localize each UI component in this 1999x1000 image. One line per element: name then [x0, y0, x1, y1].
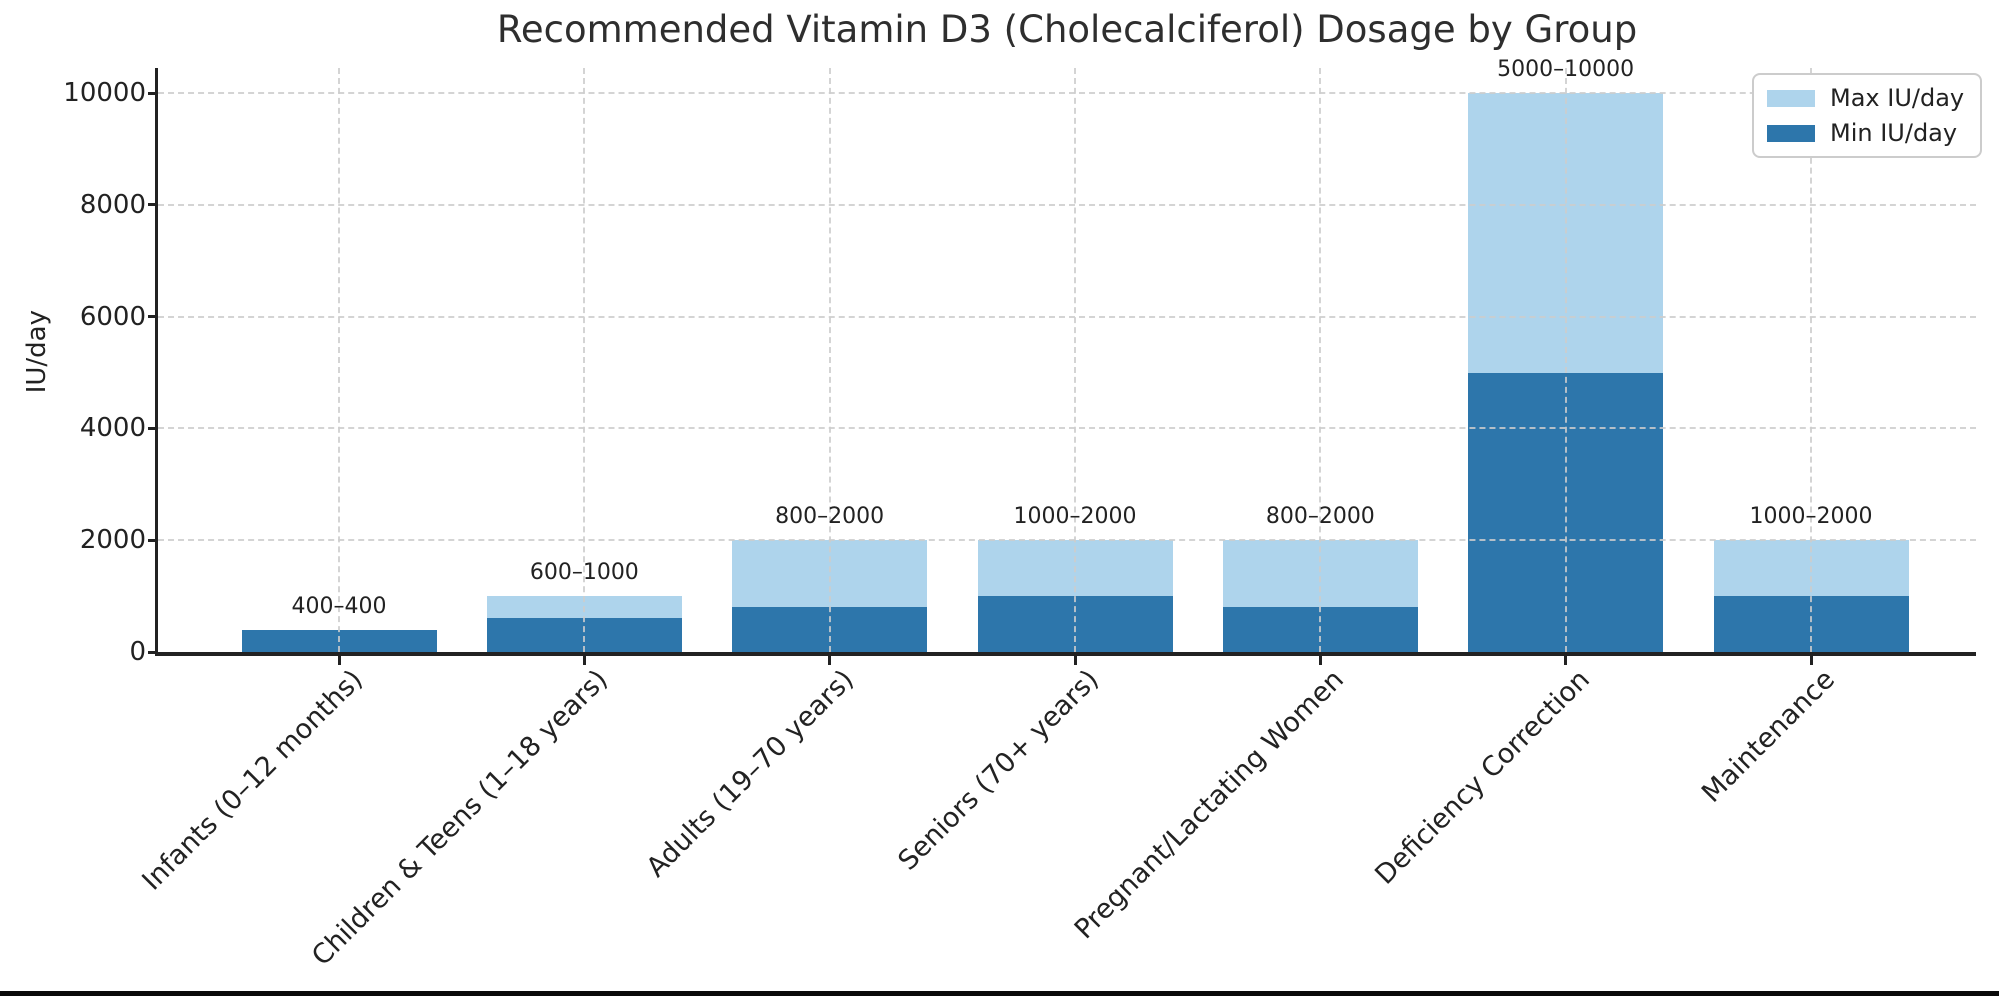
v-gridline — [583, 68, 586, 652]
bar-value-label: 1000–2000 — [1749, 504, 1873, 530]
h-gridline — [158, 427, 1976, 430]
h-gridline — [158, 315, 1976, 318]
bar-value-label: 1000–2000 — [1013, 504, 1137, 530]
y-tick-mark — [148, 203, 158, 207]
v-gridline — [1074, 68, 1076, 652]
y-tick-mark — [148, 650, 158, 654]
x-axis-spine — [155, 652, 1976, 656]
y-tick-label: 6000 — [79, 301, 146, 332]
x-tick-mark — [1073, 655, 1077, 665]
y-tick-label: 8000 — [79, 189, 146, 220]
y-tick-label: 10000 — [63, 78, 146, 108]
v-gridline — [338, 68, 340, 652]
y-tick-mark — [148, 426, 158, 430]
y-tick-label: 4000 — [79, 413, 146, 444]
y-axis-spine — [155, 68, 158, 655]
x-tick-mark — [1809, 655, 1813, 665]
x-tick-mark — [828, 655, 832, 665]
y-tick-label: 2000 — [79, 525, 146, 556]
legend-row: Min IU/day — [1767, 119, 1964, 147]
v-gridline — [828, 68, 831, 652]
bar-value-label: 5000–10000 — [1497, 57, 1635, 82]
h-gridline — [158, 92, 1976, 94]
x-tick-mark — [582, 655, 586, 665]
x-tick-mark — [337, 655, 341, 665]
legend-swatch-icon — [1767, 124, 1815, 142]
x-tick-mark — [1564, 655, 1568, 665]
y-tick-mark — [148, 538, 158, 542]
v-gridline — [1564, 68, 1567, 652]
bar-value-label: 800–2000 — [775, 504, 885, 530]
legend-row: Max IU/day — [1767, 84, 1964, 112]
h-gridline — [158, 203, 1976, 206]
v-gridline — [1319, 68, 1322, 652]
y-tick-mark — [148, 91, 158, 95]
h-gridline — [158, 539, 1976, 542]
legend-label: Min IU/day — [1830, 119, 1958, 147]
x-tick-mark — [1318, 655, 1322, 665]
bottom-strip — [0, 991, 1999, 996]
legend: Max IU/day Min IU/day — [1752, 73, 1983, 158]
bar-value-label: 800–2000 — [1265, 504, 1375, 530]
v-gridline — [1810, 68, 1812, 652]
legend-swatch-icon — [1767, 89, 1815, 107]
bar-value-label: 400–400 — [291, 593, 387, 619]
bar-value-label: 600–1000 — [529, 560, 639, 586]
legend-label: Max IU/day — [1830, 84, 1965, 112]
chart-title: Recommended Vitamin D3 (Cholecalciferol)… — [496, 8, 1638, 51]
y-tick-label: 0 — [129, 637, 146, 667]
y-tick-mark — [148, 315, 158, 319]
